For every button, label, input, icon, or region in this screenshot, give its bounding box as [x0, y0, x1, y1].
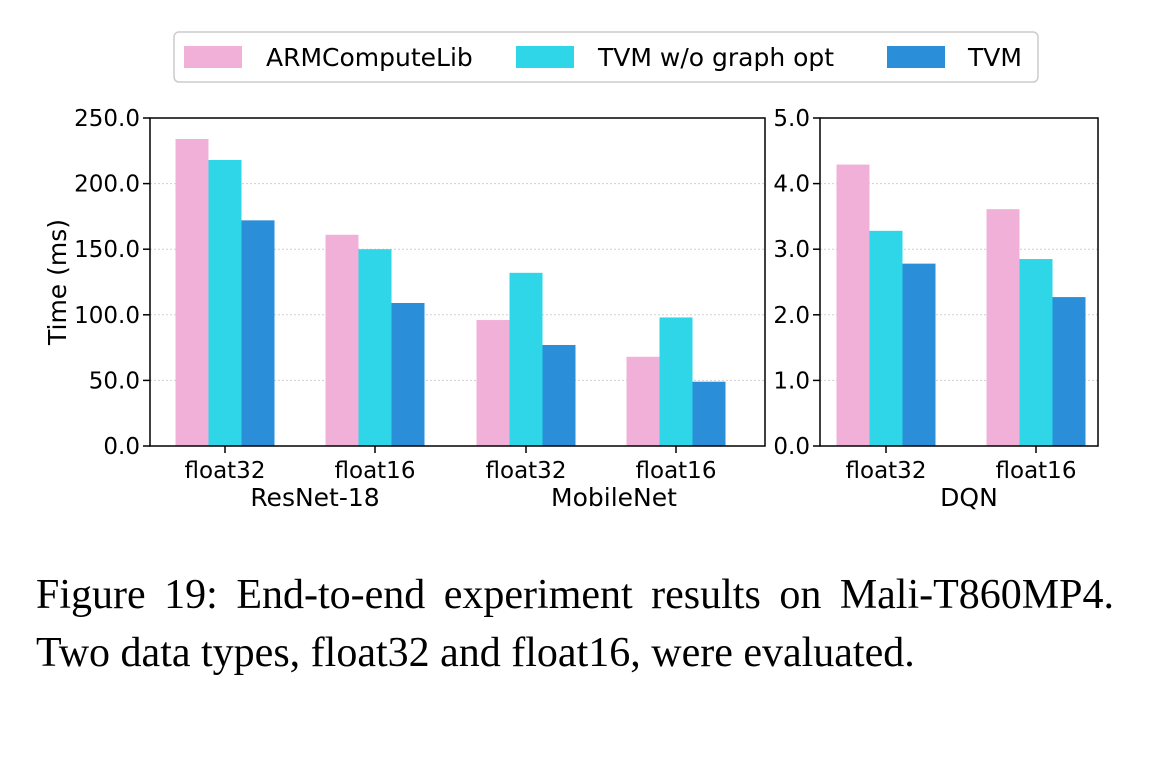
bar-left-tvm-w-o-graph-opt-1 [358, 249, 392, 446]
bar-right-tvm-1 [1052, 297, 1086, 446]
y-tick-label: 2.0 [773, 303, 810, 329]
bar-left-tvm-2 [542, 344, 576, 446]
bar-left-armcomputelib-0 [175, 138, 209, 446]
bar-left-tvm-0 [241, 220, 275, 446]
bar-right-armcomputelib-1 [986, 209, 1020, 446]
legend-label-1: TVM w/o graph opt [597, 43, 834, 72]
panel-left: 0.0 50.0 100.0 150.0 200.0 250.0 float32 float1… [43, 106, 766, 512]
bar-right-tvm-0 [902, 263, 936, 446]
bar-right-armcomputelib-0 [836, 164, 870, 447]
legend-frame [173, 31, 1039, 83]
legend-swatch-1 [516, 46, 574, 68]
y-axis-label: Time (ms) [43, 219, 72, 346]
legend-swatch-2 [887, 46, 945, 68]
x-tick-label: float32 [185, 458, 266, 484]
bar-left-tvm-1 [391, 302, 425, 446]
figure-caption: Figure 19: End-to-end experiment results… [36, 572, 1114, 676]
y-tick-label: 1.0 [773, 368, 810, 394]
y-tick-label: 250.0 [74, 106, 140, 132]
group-label: DQN [940, 483, 998, 512]
legend-swatch-0 [184, 46, 242, 68]
y-tick-label: 200.0 [74, 172, 140, 198]
y-tick-label: 150.0 [74, 237, 140, 263]
figure: ARMComputeLib TVM w/o graph opt TVM 0.0 50.… [36, 31, 1114, 676]
plot-frame [819, 117, 1099, 447]
bar-left-armcomputelib-3 [626, 356, 660, 446]
x-tick-label: float16 [335, 458, 416, 484]
plot-frame [149, 117, 766, 447]
x-tick-label: float16 [636, 458, 717, 484]
bar-left-tvm-w-o-graph-opt-2 [509, 272, 543, 446]
group-label: ResNet-18 [250, 483, 379, 512]
bar-left-armcomputelib-1 [325, 234, 359, 446]
chart-canvas: ARMComputeLib TVM w/o graph opt TVM 0.0 50.… [43, 31, 1099, 512]
bar-right-tvm-w-o-graph-opt-0 [869, 230, 903, 446]
y-tick-label: 0.0 [773, 434, 810, 460]
legend-label-0: ARMComputeLib [266, 43, 473, 72]
x-tick-label: float32 [846, 458, 927, 484]
bar-left-armcomputelib-2 [476, 320, 510, 446]
y-tick-label: 100.0 [74, 303, 140, 329]
x-tick-label: float32 [486, 458, 567, 484]
legend: ARMComputeLib TVM w/o graph opt TVM [173, 31, 1039, 83]
x-tick-label: float16 [996, 458, 1077, 484]
y-tick-label: 4.0 [773, 172, 810, 198]
bar-right-tvm-w-o-graph-opt-1 [1019, 259, 1053, 446]
legend-label-2: TVM [967, 43, 1022, 72]
bar-left-tvm-w-o-graph-opt-0 [208, 159, 242, 446]
y-tick-label: 3.0 [773, 237, 810, 263]
y-tick-label: 50.0 [89, 368, 140, 394]
bar-left-tvm-w-o-graph-opt-3 [659, 317, 693, 446]
group-label: MobileNet [551, 483, 677, 512]
y-tick-label: 0.0 [103, 434, 140, 460]
y-tick-label: 5.0 [773, 106, 810, 132]
bar-left-tvm-3 [692, 381, 726, 446]
